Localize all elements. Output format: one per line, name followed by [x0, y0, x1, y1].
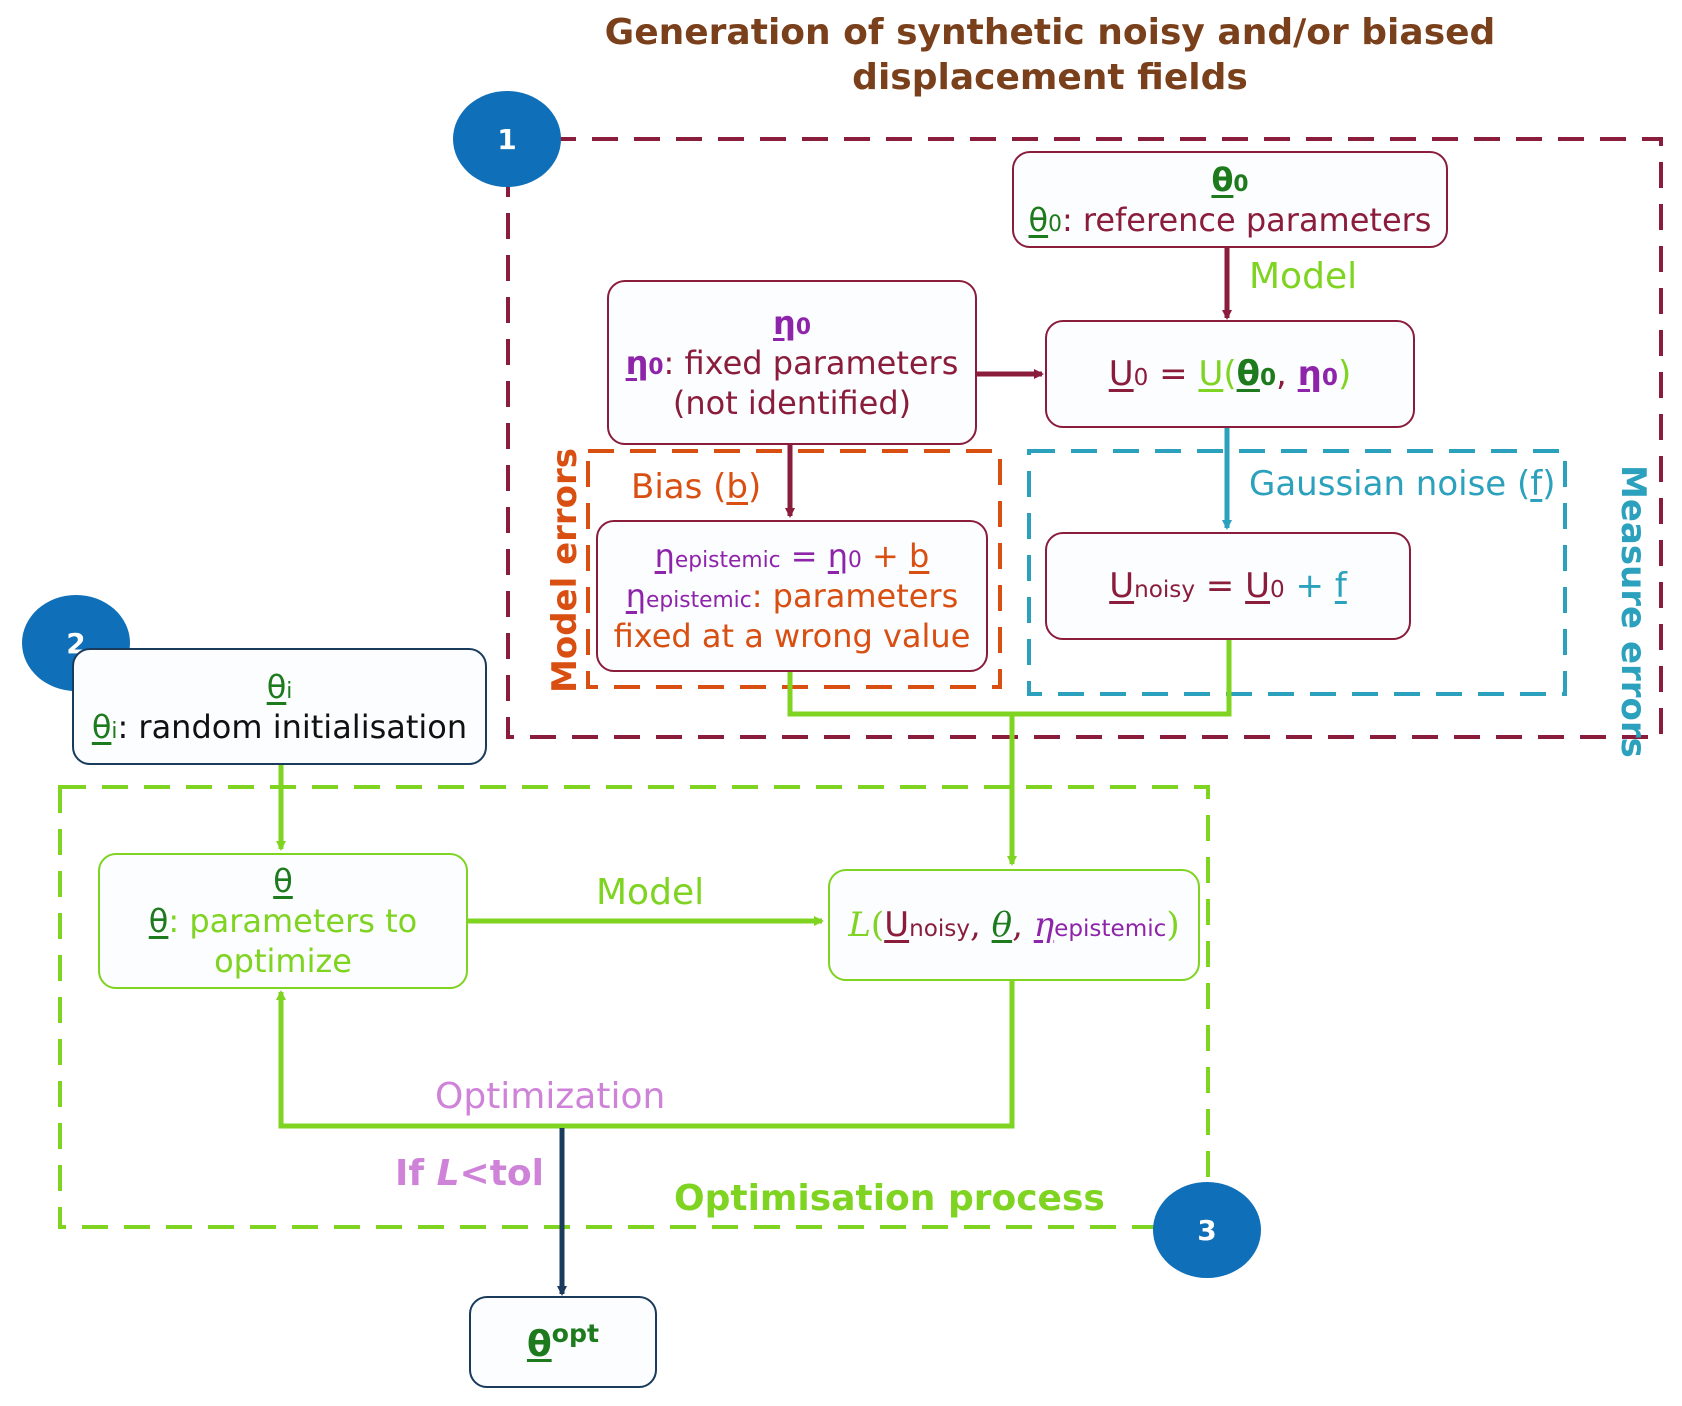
optimisation-region: [58, 785, 1210, 1229]
theta0-symbol: θ0: [1211, 160, 1249, 199]
parameters-to-optimize-box: θ θ: parameters to optimize: [98, 853, 468, 989]
noisy-displacement-box: Unoisy = U0 + f: [1045, 532, 1411, 640]
model-errors-region: [586, 449, 1002, 689]
model-label-bottom: Model: [596, 872, 705, 913]
optimisation-process-label: Optimisation process: [674, 1178, 1105, 1219]
thetai-symbol: θi: [266, 667, 293, 706]
reference-parameters-box: θ0 θ0: reference parameters: [1012, 151, 1448, 248]
initialisation-box: θi θi: random initialisation: [72, 648, 487, 765]
epistemic-description: ηepistemic: parameters: [625, 577, 959, 615]
theta-symbol: θ: [273, 862, 293, 900]
stopping-criterion-label: If L<tol: [395, 1153, 544, 1194]
reference-displacement-box: U0 = U(θ0, η0): [1045, 320, 1415, 428]
loss-function-box: L(Unoisy, θ, ηepistemic): [828, 869, 1200, 981]
epistemic-description-2: fixed at a wrong value: [613, 617, 971, 655]
title-line-2: displacement fields: [852, 57, 1248, 98]
theta-opt-symbol: θopt: [526, 1318, 600, 1365]
arrow-optimization-loop: [276, 977, 1015, 1129]
eta0-description-2: (not identified): [672, 383, 912, 422]
measure-errors-label: Measure errors: [1613, 465, 1653, 758]
generation-region: [506, 137, 1663, 739]
theta-description: θ: parameters to: [148, 902, 418, 940]
eta0-symbol: η0: [773, 303, 811, 342]
biased-parameters-box: ηepistemic = η0 + b ηepistemic: paramete…: [596, 520, 988, 672]
measure-errors-region: [1027, 449, 1567, 696]
step-badge-1: 1: [453, 91, 561, 187]
title-line-1: Generation of synthetic noisy and/or bia…: [604, 12, 1496, 53]
unoisy-equation: Unoisy = U0 + f: [1109, 565, 1347, 606]
theta0-description: θ0: reference parameters: [1028, 200, 1432, 239]
loss-expression: L(Unoisy, θ, ηepistemic): [848, 904, 1180, 945]
u0-equation: U0 = U(θ0, η0): [1108, 353, 1352, 394]
eta0-description: η0: fixed parameters: [625, 343, 959, 382]
gaussian-noise-label: Gaussian noise (f): [1249, 464, 1556, 504]
diagram-title: Generation of synthetic noisy and/or bia…: [570, 10, 1530, 100]
optimization-label: Optimization: [435, 1076, 666, 1117]
model-errors-label: Model errors: [545, 447, 585, 693]
fixed-parameters-box: η0 η0: fixed parameters (not identified): [607, 280, 977, 445]
theta-description-2: optimize: [214, 942, 352, 980]
model-label-top: Model: [1249, 256, 1358, 297]
optimal-parameters-box: θopt: [469, 1296, 657, 1388]
epistemic-equation: ηepistemic = η0 + b: [654, 537, 930, 575]
bias-label: Bias (b): [631, 467, 762, 507]
step-badge-3: 3: [1153, 1182, 1261, 1278]
thetai-description: θi: random initialisation: [91, 707, 468, 746]
